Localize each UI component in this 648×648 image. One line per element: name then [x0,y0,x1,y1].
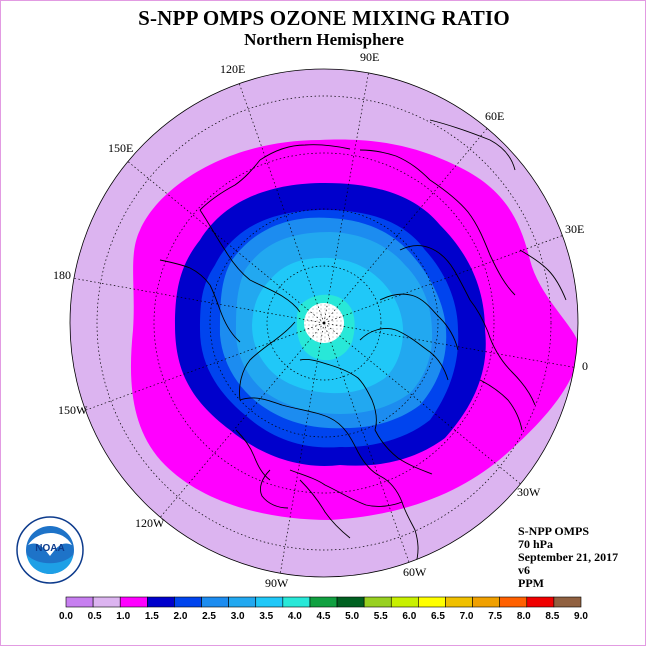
coastlines [159,119,567,567]
graticule [71,69,578,576]
info-units: PPM [518,576,544,590]
longitude-labels: 90E 60E 30E 0 30W 60W 90W 120W 150W 180 … [53,50,588,590]
colorbar-tick-label: 1.0 [116,611,130,622]
colorbar-tick-label: 6.5 [431,611,445,622]
colorbar-tick-label: 2.5 [202,611,216,622]
colorbar-swatch [553,596,582,608]
colorbar-tick-label: 8.5 [545,611,559,622]
colorbar-swatch [418,596,446,608]
lon-label-60w: 60W [403,565,427,579]
colorbar-swatch [282,596,311,608]
lon-label-30w: 30W [517,485,541,499]
info-date: September 21, 2017 [518,550,619,564]
colorbar-tick-label: 4.5 [317,611,331,622]
lon-label-180: 180 [53,268,71,282]
colorbar-swatch [65,596,94,608]
colorbar-swatch [526,596,555,608]
noaa-logo: NOAA [16,516,84,584]
globe-outline [69,68,579,578]
colorbar-swatch [445,596,473,608]
colorbar: 0.0 0.5 1.0 1.5 2.0 2.5 3.0 3.5 4.0 4.5 5.0 5.5 6.0 6… [59,596,588,622]
lon-label-150e: 150E [108,141,133,155]
lon-label-0: 0 [582,359,588,373]
colorbar-swatch [336,596,365,608]
colorbar-tick-label: 7.5 [488,611,502,622]
lon-label-150w: 150W [58,403,88,417]
info-block: S-NPP OMPS 70 hPa September 21, 2017 v6 … [518,525,618,590]
map-title: S-NPP OMPS OZONE MIXING RATIO [138,6,510,30]
colorbar-tick-label: 7.0 [460,611,474,622]
ozone-field [70,69,578,577]
info-version: v6 [518,563,530,577]
colorbar-swatch [309,596,338,608]
colorbar-tick-label: 3.5 [259,611,273,622]
lon-label-30e: 30E [565,222,584,236]
colorbar-swatch [201,596,229,608]
colorbar-swatch [363,596,392,608]
colorbar-tick-label: 2.0 [173,611,187,622]
colorbar-swatch [119,596,148,608]
lon-label-120w: 120W [135,516,165,530]
map-subtitle: Northern Hemisphere [244,30,404,49]
colorbar-swatch [92,596,121,608]
noaa-logo-text: NOAA [35,543,64,554]
colorbar-tick-label: 5.0 [345,611,359,622]
colorbar-swatch [499,596,528,608]
lon-label-90e: 90E [360,50,379,64]
lon-label-60e: 60E [485,109,504,123]
colorbar-tick-label: 4.0 [288,611,302,622]
colorbar-swatch [174,596,202,608]
colorbar-tick-label: 8.0 [517,611,531,622]
colorbar-tick-label: 0.0 [59,611,73,622]
info-level: 70 hPa [518,537,554,551]
colorbar-swatch [147,596,175,608]
colorbar-tick-label: 0.5 [88,611,102,622]
lon-label-90w: 90W [265,576,289,590]
colorbar-swatch [390,596,419,608]
info-instrument: S-NPP OMPS [518,524,589,538]
colorbar-tick-label: 9.0 [574,611,588,622]
colorbar-tick-label: 1.5 [145,611,159,622]
colorbar-tick-label: 6.0 [402,611,416,622]
lon-label-120e: 120E [220,62,245,76]
colorbar-swatch [255,596,284,608]
colorbar-tick-label: 5.5 [374,611,388,622]
colorbar-swatch [228,596,257,608]
colorbar-tick-label: 3.0 [231,611,245,622]
colorbar-swatch [472,596,500,608]
